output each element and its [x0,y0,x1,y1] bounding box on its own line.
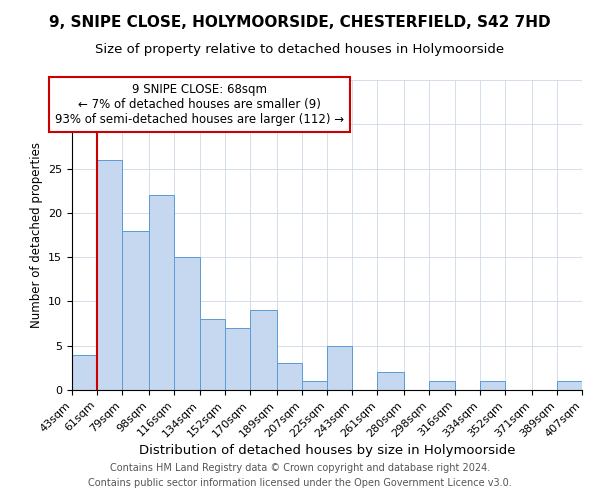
Text: Size of property relative to detached houses in Holymoorside: Size of property relative to detached ho… [95,42,505,56]
Text: 9 SNIPE CLOSE: 68sqm
← 7% of detached houses are smaller (9)
93% of semi-detache: 9 SNIPE CLOSE: 68sqm ← 7% of detached ho… [55,83,344,126]
Bar [377,372,404,390]
Bar [429,381,455,390]
X-axis label: Distribution of detached houses by size in Holymoorside: Distribution of detached houses by size … [139,444,515,458]
Bar [302,381,327,390]
Bar [149,195,174,390]
Bar [174,257,200,390]
Bar [557,381,582,390]
Bar [97,160,122,390]
Bar [122,230,149,390]
Text: Contains HM Land Registry data © Crown copyright and database right 2024.
Contai: Contains HM Land Registry data © Crown c… [88,462,512,487]
Bar [480,381,505,390]
Bar [277,364,302,390]
Text: 9, SNIPE CLOSE, HOLYMOORSIDE, CHESTERFIELD, S42 7HD: 9, SNIPE CLOSE, HOLYMOORSIDE, CHESTERFIE… [49,15,551,30]
Bar [327,346,352,390]
Y-axis label: Number of detached properties: Number of detached properties [29,142,43,328]
Bar [199,319,225,390]
Bar [72,354,97,390]
Bar [250,310,277,390]
Bar [225,328,250,390]
